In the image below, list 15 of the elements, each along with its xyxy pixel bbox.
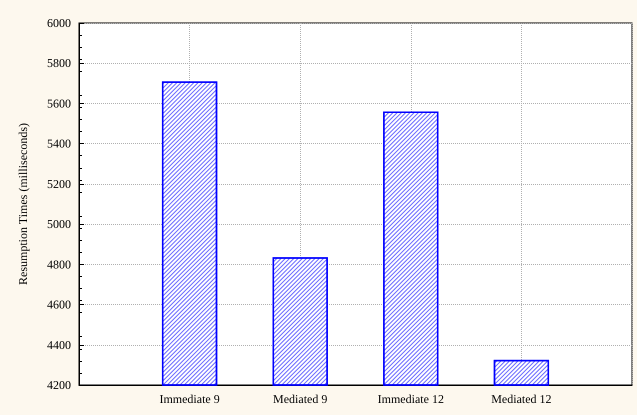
- y-tick-label: 4200: [47, 378, 71, 392]
- x-tick-label: Immediate 9: [159, 392, 220, 406]
- y-tick-label: 4800: [47, 257, 71, 272]
- y-tick-label: 5800: [47, 56, 71, 70]
- x-tick-label: Mediated 12: [491, 392, 552, 406]
- x-tick-label: Immediate 12: [378, 392, 444, 406]
- y-tick-label: 5600: [47, 96, 71, 110]
- y-tick-label: 5200: [47, 176, 71, 191]
- y-axis-title: Resumption Times (milliseconds): [16, 122, 30, 286]
- y-tick-label: 4600: [47, 298, 71, 312]
- y-tick-label: 4400: [47, 338, 71, 352]
- y-tick-label: 5000: [47, 217, 71, 232]
- y-tick-label: 5400: [47, 136, 71, 151]
- y-tick-label: 6000: [47, 16, 71, 30]
- x-tick-label: Mediated 9: [273, 392, 328, 406]
